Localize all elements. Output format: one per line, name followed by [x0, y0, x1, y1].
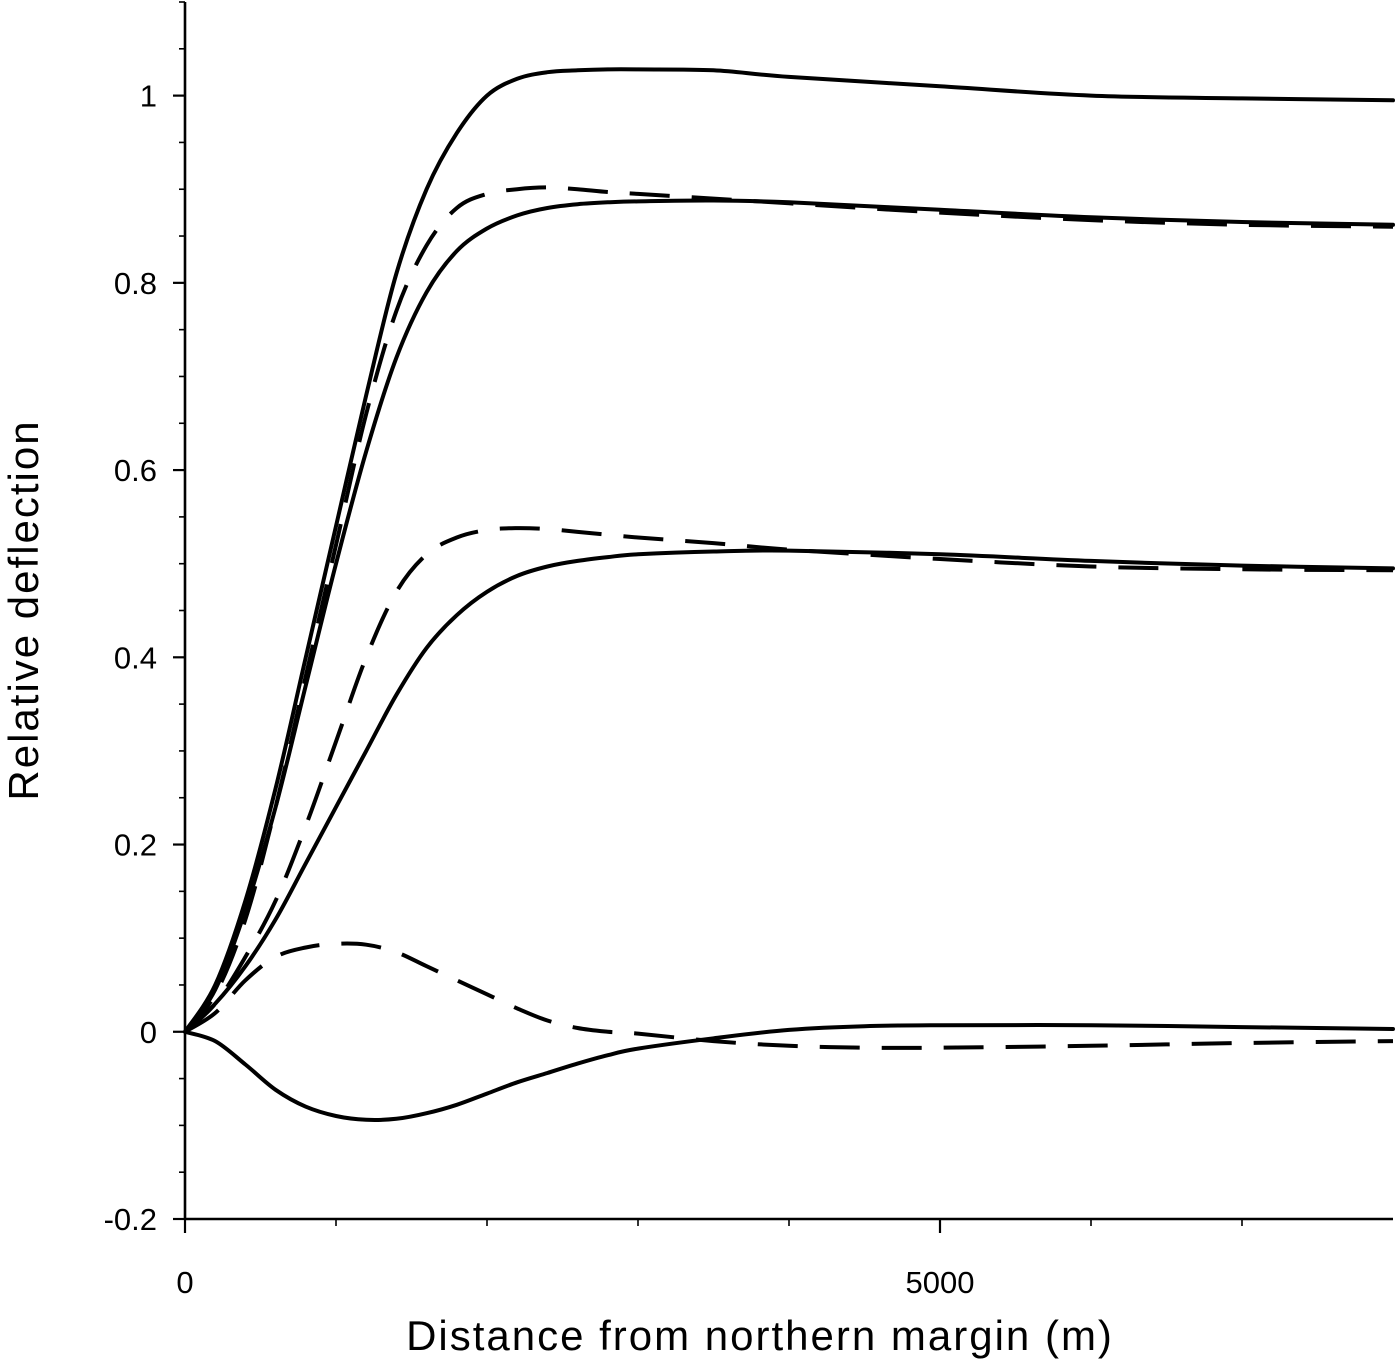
- y-tick-label: 1: [140, 79, 157, 114]
- x-tick-label: 0: [176, 1265, 193, 1300]
- y-tick-label: 0.6: [114, 453, 157, 488]
- tick-labels: -0.2 0 0.2 0.4 0.6 0.8 1 0 5000: [104, 79, 975, 1300]
- tick-marks: [173, 1, 1243, 1233]
- y-tick-label: -0.2: [104, 1202, 157, 1237]
- y-axis-title: Relative deflection: [0, 419, 47, 800]
- y-tick-label: 0.2: [114, 828, 157, 863]
- series-line-2-dashed: [183, 185, 1394, 1034]
- series-group: [183, 67, 1395, 1122]
- y-tick-label: 0.4: [114, 640, 157, 675]
- series-line-7-solid: [183, 1023, 1395, 1122]
- series-line-6-dashed: [183, 941, 1394, 1050]
- x-axis-title: Distance from northern margin (m): [406, 1312, 1114, 1359]
- series-line-1-solid: [183, 67, 1395, 1034]
- axes: [183, 2, 1393, 1221]
- series-line-3-solid: [183, 198, 1395, 1034]
- y-tick-label: 0.8: [114, 266, 157, 301]
- series-line-5-solid: [183, 548, 1395, 1034]
- x-tick-label: 5000: [906, 1265, 975, 1300]
- y-tick-label: 0: [140, 1015, 157, 1050]
- series-line-4-dashed: [183, 526, 1394, 1034]
